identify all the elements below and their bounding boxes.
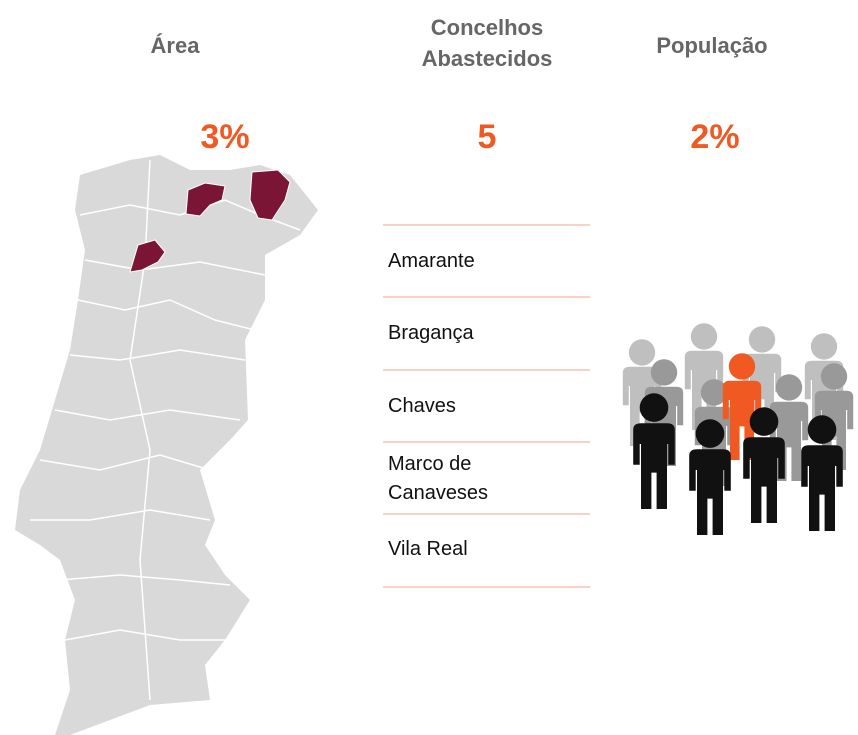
area-title: Área	[150, 33, 200, 58]
populacao-title: População	[656, 33, 768, 58]
municipality: Bragança	[388, 322, 474, 344]
municipality: Amarante	[388, 250, 475, 272]
populacao-value: 2%	[690, 118, 740, 156]
concelhos-title: Concelhos Abastecidos	[421, 15, 553, 71]
people	[622, 323, 854, 535]
concelhos-value: 5	[477, 118, 497, 156]
area-value: 3%	[200, 118, 250, 156]
municipality: Marco de Canaveses	[388, 453, 489, 504]
municipality: Chaves	[388, 395, 456, 417]
map	[15, 155, 318, 735]
list-lines	[383, 224, 590, 588]
municipality: Vila Real	[388, 538, 468, 560]
